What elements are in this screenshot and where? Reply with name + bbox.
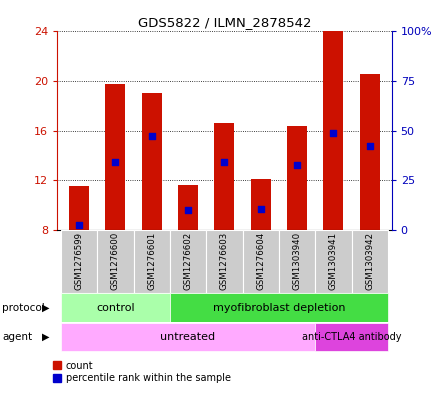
Text: ▶: ▶ <box>42 332 50 342</box>
Bar <box>61 230 97 293</box>
Text: untreated: untreated <box>161 332 216 342</box>
Bar <box>206 230 242 293</box>
Point <box>76 222 83 228</box>
Text: GSM1276602: GSM1276602 <box>183 232 193 290</box>
Text: GSM1276604: GSM1276604 <box>256 232 265 290</box>
Bar <box>242 230 279 293</box>
Point <box>148 132 155 139</box>
Bar <box>69 187 89 230</box>
Point <box>112 158 119 165</box>
Text: GSM1303940: GSM1303940 <box>293 232 301 290</box>
Point <box>293 162 301 169</box>
Bar <box>170 230 206 293</box>
Bar <box>178 185 198 230</box>
Title: GDS5822 / ILMN_2878542: GDS5822 / ILMN_2878542 <box>138 16 311 29</box>
Bar <box>360 73 380 230</box>
Bar <box>142 94 162 230</box>
Bar <box>170 293 388 321</box>
Point <box>330 130 337 136</box>
Bar <box>251 179 271 230</box>
Text: GSM1276601: GSM1276601 <box>147 232 156 290</box>
Text: ▶: ▶ <box>42 303 50 312</box>
Bar <box>133 230 170 293</box>
Point <box>257 206 264 212</box>
Bar <box>279 230 315 293</box>
Bar <box>323 31 344 230</box>
Text: GSM1276600: GSM1276600 <box>111 232 120 290</box>
Bar <box>315 323 388 351</box>
Bar <box>287 126 307 230</box>
Legend: count, percentile rank within the sample: count, percentile rank within the sample <box>53 360 231 384</box>
Text: protocol: protocol <box>2 303 45 312</box>
Text: agent: agent <box>2 332 32 342</box>
Bar <box>61 293 170 321</box>
Text: GSM1303941: GSM1303941 <box>329 232 338 290</box>
Point <box>221 158 228 165</box>
Bar <box>214 123 235 230</box>
Text: GSM1276599: GSM1276599 <box>74 232 84 290</box>
Text: control: control <box>96 303 135 312</box>
Text: GSM1276603: GSM1276603 <box>220 232 229 290</box>
Text: anti-CTLA4 antibody: anti-CTLA4 antibody <box>302 332 401 342</box>
Bar <box>97 230 133 293</box>
Bar <box>315 230 352 293</box>
Point <box>366 142 373 149</box>
Text: GSM1303942: GSM1303942 <box>365 232 374 290</box>
Text: myofibroblast depletion: myofibroblast depletion <box>213 303 345 312</box>
Bar <box>352 230 388 293</box>
Bar <box>105 84 125 230</box>
Point <box>184 207 191 213</box>
Bar <box>61 323 315 351</box>
